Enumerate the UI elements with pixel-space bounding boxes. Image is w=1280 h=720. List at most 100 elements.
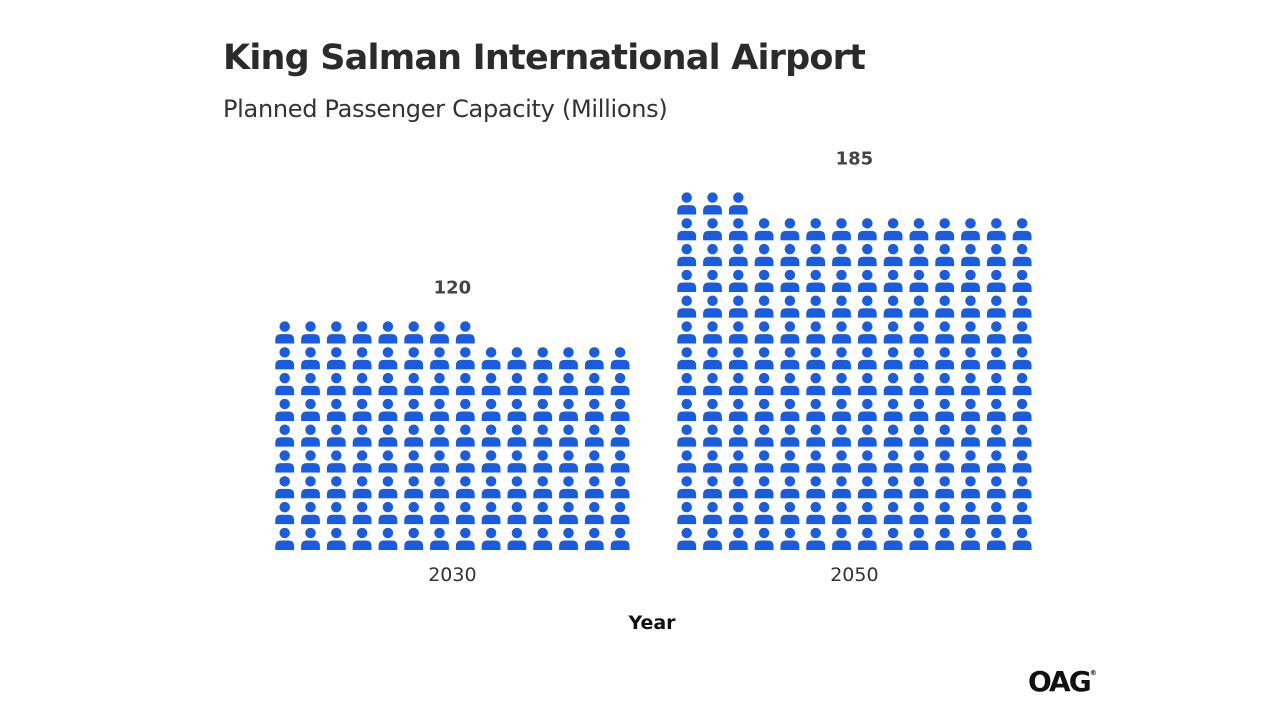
person-icon	[806, 527, 826, 550]
person-icon	[378, 372, 398, 396]
data-label-2030: 120	[434, 277, 472, 298]
person-icon	[806, 218, 826, 241]
person-icon	[352, 372, 372, 396]
person-icon	[352, 527, 372, 550]
person-icon	[455, 372, 475, 396]
person-icon	[430, 321, 449, 344]
person-icon	[703, 192, 722, 215]
person-icon	[455, 347, 475, 370]
person-icon	[610, 527, 630, 550]
person-icon	[832, 398, 851, 421]
person-icon	[909, 269, 929, 292]
person-icon	[533, 347, 553, 370]
person-icon	[559, 347, 578, 370]
person-icon	[677, 527, 697, 550]
person-icon	[352, 321, 372, 344]
person-icon	[378, 476, 398, 499]
person-icon	[806, 372, 826, 396]
person-icon	[883, 424, 903, 447]
person-icon	[754, 269, 774, 292]
person-icon	[677, 347, 697, 370]
person-icon	[703, 218, 722, 241]
person-icon	[610, 398, 630, 421]
person-icon	[909, 321, 929, 344]
person-icon	[780, 321, 800, 344]
person-icon	[935, 372, 955, 396]
person-icon	[703, 321, 722, 344]
person-icon	[909, 243, 929, 267]
person-icon	[935, 527, 955, 550]
person-icon	[1012, 347, 1032, 370]
person-icon	[832, 476, 851, 499]
person-icon	[832, 450, 851, 473]
person-icon	[507, 476, 527, 499]
person-icon	[909, 476, 929, 499]
person-icon	[832, 321, 851, 344]
person-icon	[481, 450, 501, 473]
person-icon	[481, 372, 501, 396]
person-icon	[703, 527, 722, 550]
person-icon	[935, 424, 955, 447]
person-icon	[832, 527, 851, 550]
person-icon	[1012, 424, 1032, 447]
person-icon	[728, 321, 748, 344]
person-icon	[559, 501, 578, 525]
bar-2050	[677, 192, 1032, 550]
person-icon	[935, 501, 955, 525]
person-icon	[703, 243, 722, 267]
person-icon	[857, 347, 877, 370]
person-icon	[728, 476, 748, 499]
person-icon	[986, 347, 1006, 370]
person-icon	[559, 372, 578, 396]
person-icon	[883, 450, 903, 473]
person-icon	[754, 321, 774, 344]
person-icon	[1012, 218, 1032, 241]
person-icon	[326, 476, 346, 499]
person-icon	[780, 218, 800, 241]
person-icon	[326, 398, 346, 421]
person-icon	[780, 243, 800, 267]
person-icon	[986, 424, 1006, 447]
tick-label-2030: 2030	[428, 564, 476, 586]
person-icon	[832, 372, 851, 396]
person-icon	[404, 501, 424, 525]
person-icon	[610, 424, 630, 447]
person-icon	[430, 347, 449, 370]
person-icon	[1012, 527, 1032, 550]
person-icon	[455, 527, 475, 550]
person-icon	[806, 347, 826, 370]
person-icon	[728, 501, 748, 525]
person-icon	[728, 243, 748, 267]
person-icon	[326, 424, 346, 447]
person-icon	[780, 476, 800, 499]
person-icon	[533, 501, 553, 525]
person-icon	[1012, 476, 1032, 499]
person-icon	[559, 398, 578, 421]
person-icon	[986, 501, 1006, 525]
person-icon	[378, 347, 398, 370]
tick-label-2050: 2050	[830, 564, 878, 586]
person-icon	[806, 243, 826, 267]
person-icon	[909, 450, 929, 473]
person-icon	[986, 527, 1006, 550]
person-icon	[703, 424, 722, 447]
person-icon	[754, 347, 774, 370]
person-icon	[935, 295, 955, 318]
person-icon	[677, 501, 697, 525]
person-icon	[754, 501, 774, 525]
person-icon	[780, 347, 800, 370]
person-icon	[481, 347, 501, 370]
person-icon	[986, 295, 1006, 318]
person-icon	[780, 372, 800, 396]
person-icon	[559, 424, 578, 447]
person-icon	[533, 372, 553, 396]
person-icon	[935, 269, 955, 292]
person-icon	[961, 424, 980, 447]
person-icon	[326, 450, 346, 473]
person-icon	[507, 527, 527, 550]
person-icon	[986, 269, 1006, 292]
person-icon	[832, 424, 851, 447]
person-icon	[378, 501, 398, 525]
person-icon	[986, 372, 1006, 396]
person-icon	[961, 295, 980, 318]
